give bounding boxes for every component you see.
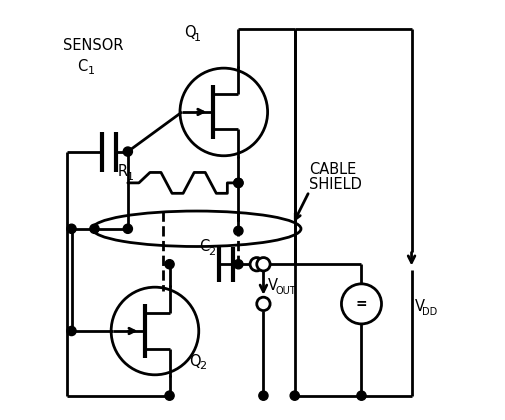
Circle shape: [123, 147, 132, 156]
Text: SENSOR: SENSOR: [63, 38, 123, 52]
Text: R: R: [117, 164, 127, 179]
Text: 2: 2: [198, 361, 206, 371]
Circle shape: [233, 260, 242, 269]
Text: DD: DD: [422, 307, 437, 317]
Circle shape: [256, 297, 270, 310]
Circle shape: [165, 260, 174, 269]
Circle shape: [233, 226, 242, 236]
Circle shape: [67, 326, 76, 336]
Circle shape: [256, 257, 270, 271]
Text: CABLE: CABLE: [309, 162, 356, 177]
Circle shape: [249, 257, 263, 271]
Circle shape: [259, 391, 268, 400]
Circle shape: [67, 224, 76, 234]
Text: OUT: OUT: [275, 286, 295, 297]
Text: C: C: [77, 58, 87, 74]
Text: =: =: [355, 297, 367, 311]
Text: 2: 2: [208, 247, 215, 257]
Text: Q: Q: [189, 354, 201, 368]
Circle shape: [165, 391, 174, 400]
Circle shape: [289, 391, 299, 400]
Circle shape: [356, 391, 365, 400]
Text: 1: 1: [193, 33, 200, 43]
Circle shape: [233, 178, 242, 187]
Text: V: V: [414, 299, 424, 314]
Circle shape: [233, 178, 242, 187]
Text: C: C: [199, 239, 210, 254]
Text: 1: 1: [87, 66, 94, 76]
Text: SHIELD: SHIELD: [309, 177, 362, 192]
Circle shape: [123, 224, 132, 234]
Circle shape: [90, 224, 99, 234]
Text: V: V: [267, 278, 277, 294]
Text: 1: 1: [126, 172, 133, 181]
Text: Q: Q: [184, 25, 195, 40]
